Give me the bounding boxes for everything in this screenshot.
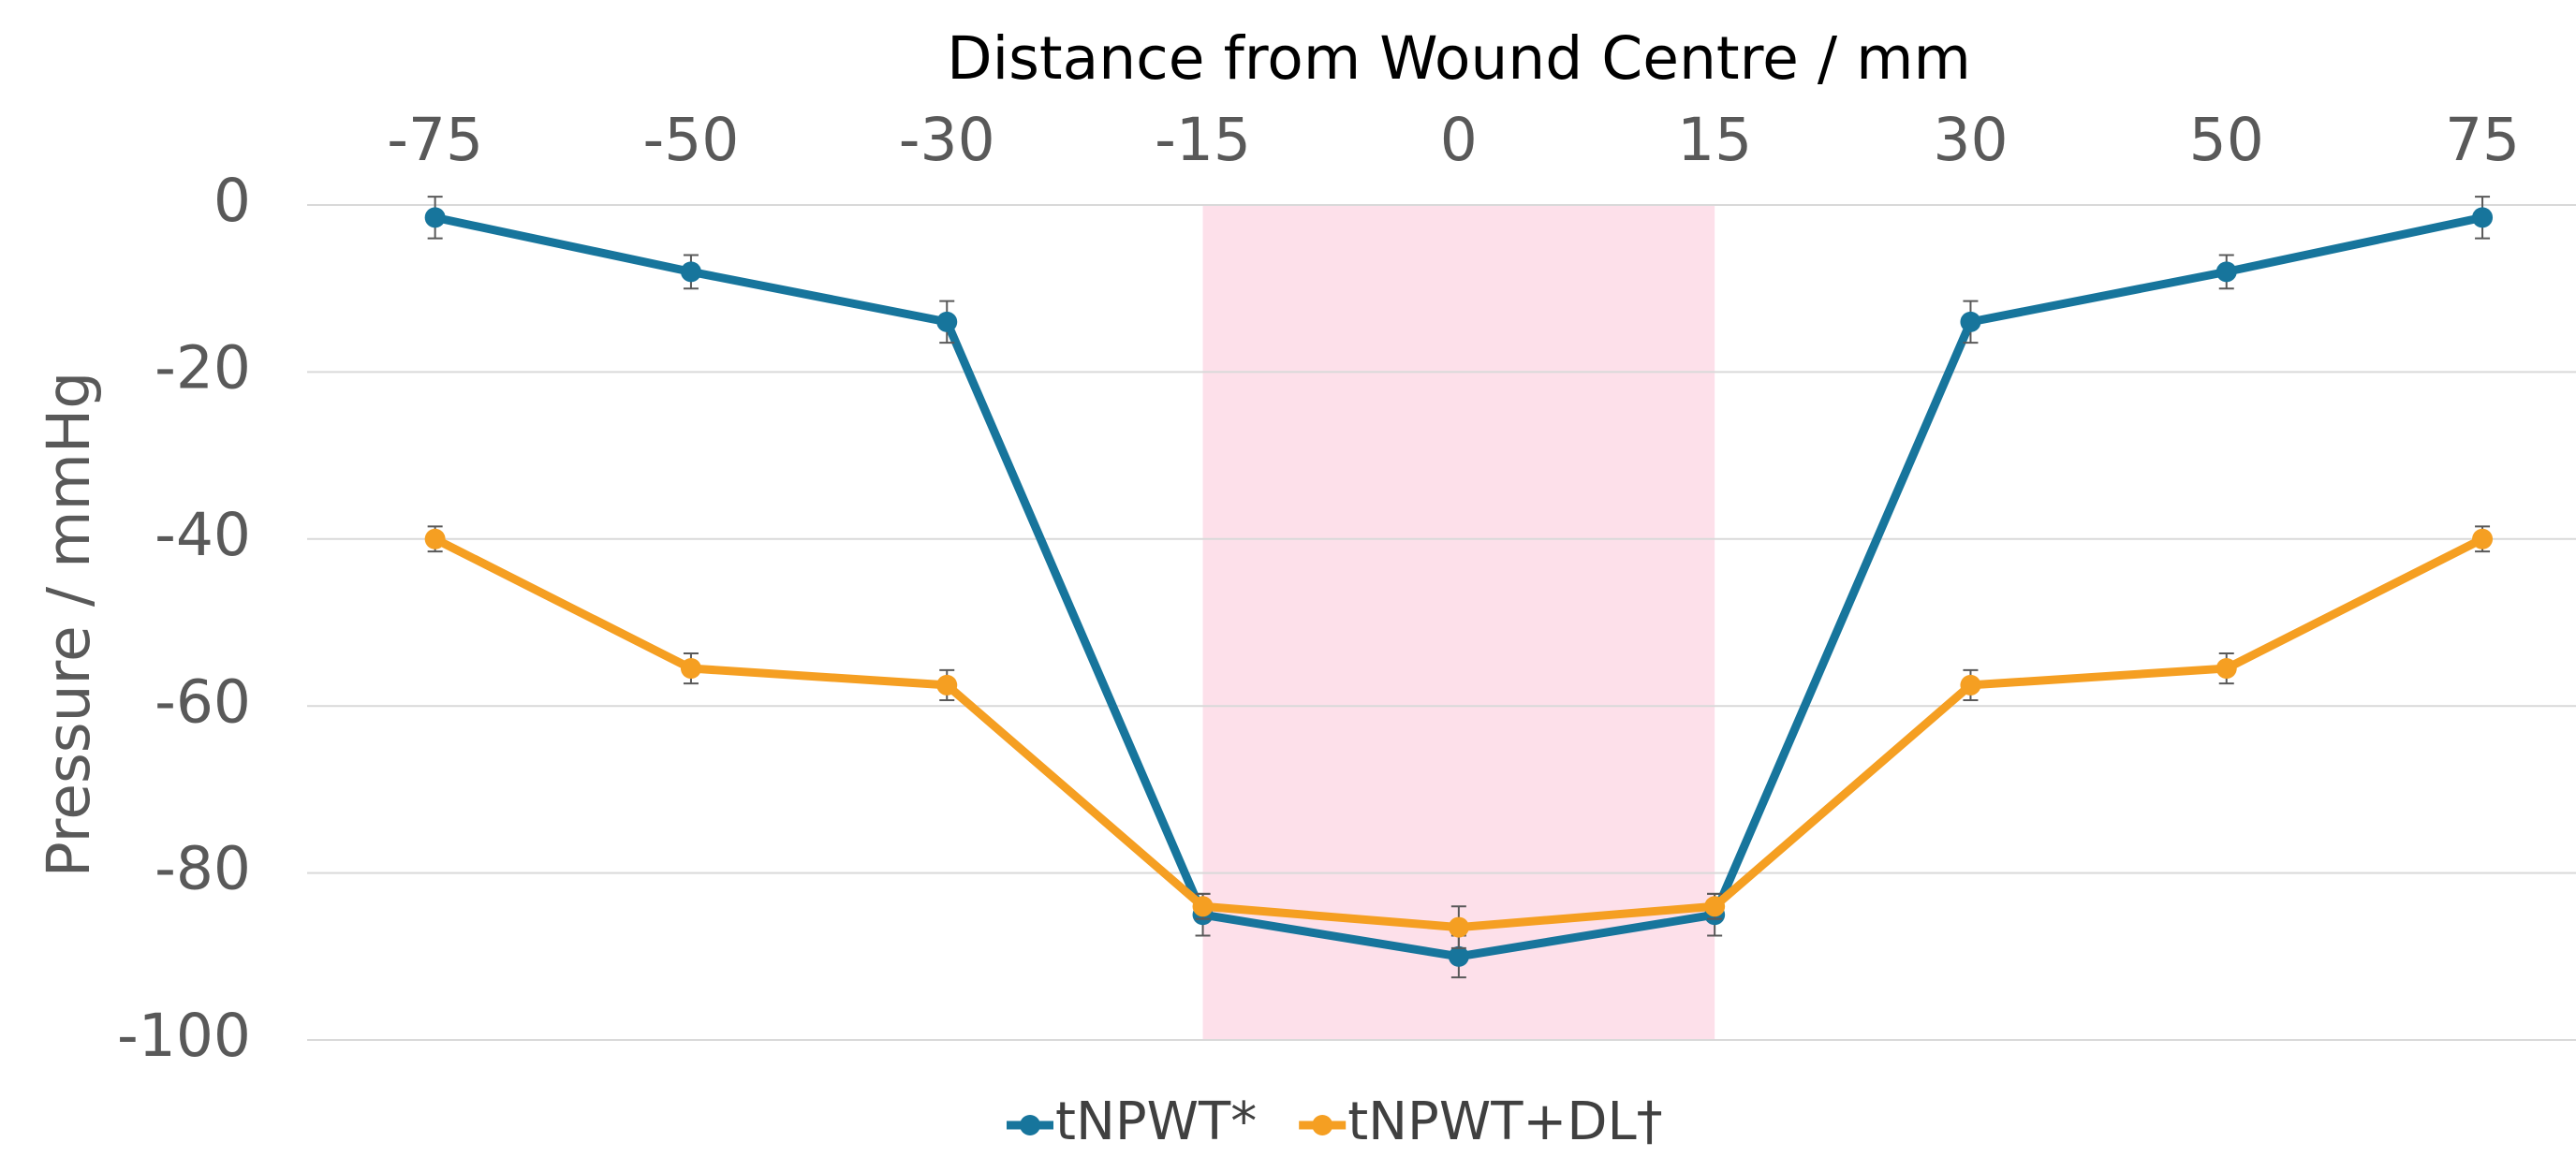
y-tick-label: -20 (155, 333, 251, 402)
x-tick-label: 15 (1677, 106, 1752, 174)
marker (1448, 916, 1469, 938)
marker (2215, 261, 2237, 283)
y-tick-label: -100 (117, 1002, 251, 1070)
legend-marker (1312, 1115, 1333, 1135)
x-tick-label: 0 (1440, 106, 1478, 174)
y-tick-label: -40 (155, 501, 251, 569)
marker (1192, 896, 1214, 917)
x-tick-label: 30 (1933, 106, 2008, 174)
x-tick-label: -75 (387, 106, 483, 174)
chart-title: Distance from Wound Centre / mm (947, 24, 1971, 93)
marker (680, 261, 701, 283)
legend-label: tNPWT+DL† (1347, 1091, 1662, 1152)
x-tick-label: 75 (2445, 106, 2520, 174)
x-tick-label: -15 (1155, 106, 1251, 174)
legend-marker (1020, 1115, 1040, 1135)
marker (424, 528, 446, 549)
marker (424, 207, 446, 228)
marker (680, 658, 701, 680)
marker (1960, 311, 1981, 332)
marker (1704, 896, 1726, 917)
x-tick-label: -30 (899, 106, 995, 174)
marker (2215, 658, 2237, 680)
x-tick-label: -50 (642, 106, 739, 174)
marker (2472, 528, 2494, 549)
legend-label: tNPWT* (1055, 1091, 1257, 1152)
y-tick-label: -60 (155, 667, 251, 736)
marker (936, 674, 958, 696)
marker (1448, 945, 1469, 967)
marker (936, 311, 958, 332)
marker (2472, 207, 2494, 228)
highlight-region (1202, 205, 1715, 1040)
y-axis-label: Pressure / mmHg (35, 372, 103, 877)
x-tick-label: 50 (2189, 106, 2264, 174)
y-tick-label: 0 (213, 167, 251, 235)
y-tick-label: -80 (155, 835, 251, 903)
marker (1960, 674, 1981, 696)
